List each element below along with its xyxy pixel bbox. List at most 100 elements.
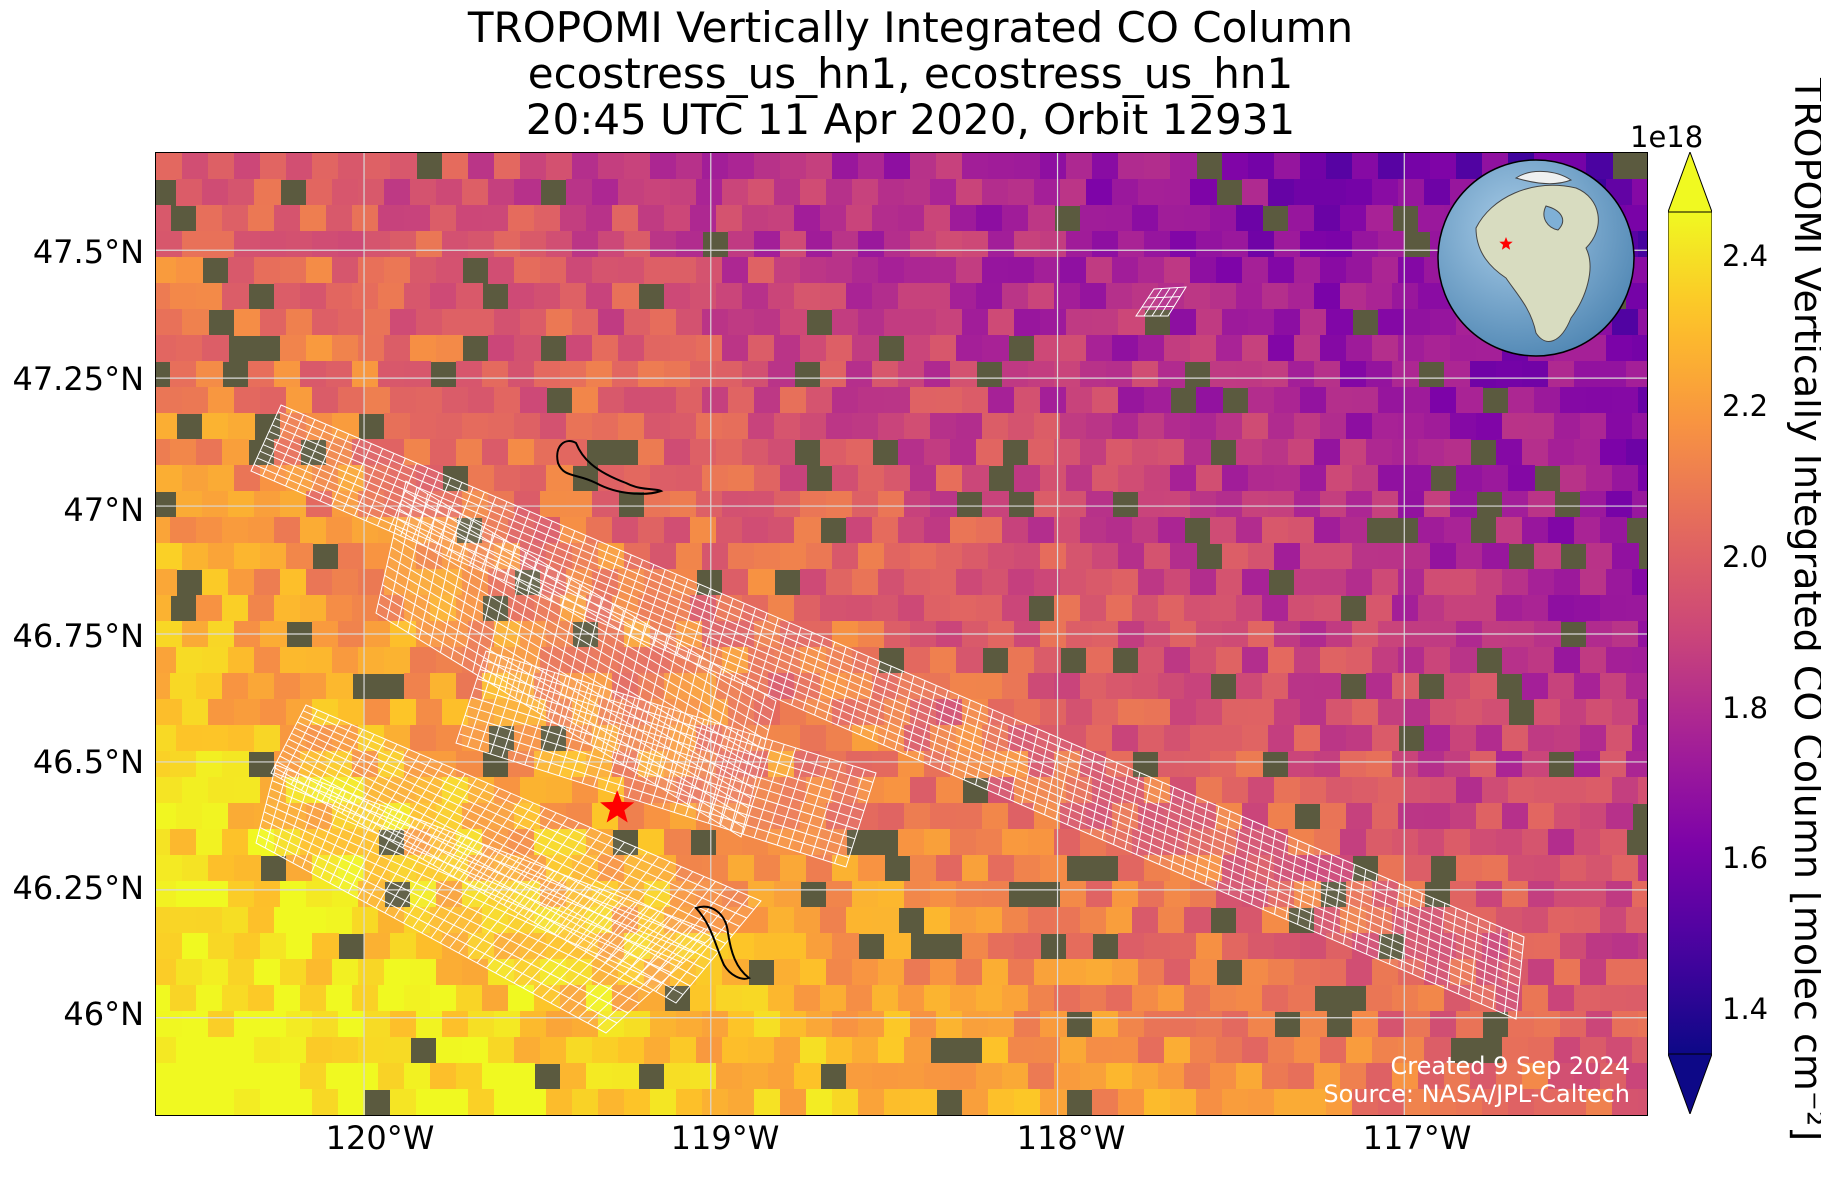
co-pixel [1118, 309, 1145, 336]
co-pixel [702, 465, 729, 492]
co-pixel [722, 569, 749, 596]
co-pixel [910, 543, 937, 570]
co-pixel [898, 751, 925, 778]
co-pixel [566, 257, 593, 284]
co-pixel [1404, 543, 1431, 570]
co-pixel [1418, 751, 1445, 778]
co-pixel [1132, 1063, 1159, 1090]
co-pixel [1528, 959, 1555, 986]
co-pixel [1586, 387, 1613, 414]
co-pixel [352, 283, 379, 310]
co-pixel [1080, 205, 1107, 232]
co-pixel [1626, 907, 1647, 934]
co-pixel [618, 1037, 645, 1064]
co-pixel [1040, 543, 1067, 570]
co-pixel [878, 257, 905, 284]
co-pixel [436, 413, 463, 440]
co-pixel [410, 647, 437, 674]
co-pixel [1294, 725, 1321, 752]
co-pixel [228, 569, 255, 596]
co-pixel [1086, 1037, 1113, 1064]
co-pixel [774, 725, 801, 752]
co-pixel [1496, 595, 1523, 622]
co-pixel [1560, 1089, 1587, 1115]
co-pixel [1606, 803, 1633, 830]
co-pixel [1586, 933, 1613, 960]
co-pixel [904, 335, 931, 362]
co-pixel [1606, 1037, 1633, 1064]
co-pixel [1418, 595, 1445, 622]
co-pixel [1392, 361, 1419, 388]
co-pixel [280, 569, 307, 596]
co-pixel [1086, 179, 1113, 206]
co-pixel [1522, 517, 1549, 544]
co-pixel [1404, 1011, 1431, 1038]
co-pixel [286, 543, 313, 570]
co-pixel [170, 673, 197, 700]
co-pixel [1580, 881, 1607, 908]
co-pixel [904, 959, 931, 986]
co-pixel [248, 1063, 275, 1090]
co-pixel [1340, 751, 1367, 778]
co-pixel [1144, 231, 1171, 258]
co-pixel [780, 543, 807, 570]
co-pixel [1522, 595, 1549, 622]
co-pixel [976, 985, 1003, 1012]
co-pixel [1170, 465, 1197, 492]
co-pixel [754, 933, 781, 960]
co-pixel [910, 465, 937, 492]
co-pixel [858, 543, 885, 570]
co-pixel [1392, 985, 1419, 1012]
co-pixel [1346, 413, 1373, 440]
co-pixel [1418, 829, 1445, 856]
co-pixel [1170, 933, 1197, 960]
co-pixel [898, 517, 925, 544]
lon-tick: 120°W [325, 1119, 435, 1157]
co-pixel [754, 465, 781, 492]
co-pixel [598, 1089, 625, 1115]
co-pixel [260, 387, 287, 414]
co-pixel [156, 933, 183, 960]
co-column-map[interactable] [155, 152, 1648, 1116]
lon-tick: 119°W [670, 1119, 780, 1157]
co-pixel [482, 1063, 509, 1090]
co-pixel [1424, 335, 1451, 362]
co-pixel [644, 257, 671, 284]
co-pixel [1248, 543, 1275, 570]
co-pixel [1118, 699, 1145, 726]
co-pixel [624, 309, 651, 336]
co-pixel [1002, 1063, 1029, 1090]
co-pixel [1242, 647, 1269, 674]
co-pixel [1190, 179, 1217, 206]
co-pixel [442, 153, 469, 180]
co-pixel [1080, 829, 1107, 856]
co-pixel [1054, 439, 1081, 466]
co-pixel [1600, 439, 1627, 466]
co-pixel [1080, 673, 1107, 700]
co-pixel [306, 881, 333, 908]
co-pixel [208, 855, 235, 882]
co-pixel [1190, 491, 1217, 518]
co-pixel [456, 985, 483, 1012]
co-pixel [156, 1089, 183, 1115]
co-pixel [1092, 231, 1119, 258]
co-pixel [1300, 699, 1327, 726]
co-pixel [1326, 309, 1353, 336]
co-pixel [1392, 595, 1419, 622]
co-pixel [1132, 673, 1159, 700]
co-pixel [1080, 1063, 1107, 1090]
co-pixel [702, 153, 729, 180]
co-pixel [898, 283, 925, 310]
co-pixel [1398, 959, 1425, 986]
co-pixel [1138, 881, 1165, 908]
co-pixel [260, 465, 287, 492]
co-pixel [742, 1063, 769, 1090]
co-pixel [462, 413, 489, 440]
co-pixel [1496, 751, 1523, 778]
co-pixel [404, 439, 431, 466]
co-pixel [988, 933, 1015, 960]
co-pixel [1190, 647, 1217, 674]
co-pixel [260, 543, 287, 570]
co-pixel [1034, 413, 1061, 440]
co-pixel [442, 1011, 469, 1038]
